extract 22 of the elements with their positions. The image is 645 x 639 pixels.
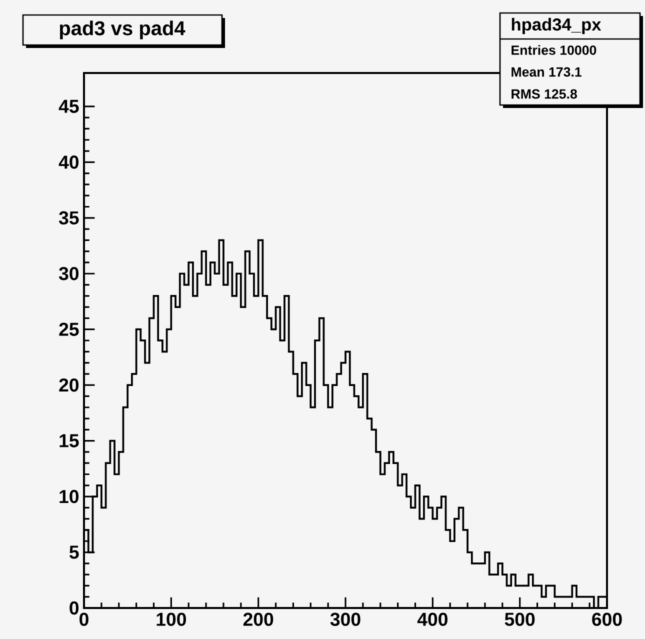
y-tick-label: 15: [60, 434, 79, 448]
text: hpad34_px: [512, 18, 602, 34]
y-tick-label: 10: [60, 490, 79, 504]
annotation: Mean 173.1: [512, 67, 582, 77]
y-tick-label: 30: [58, 266, 79, 280]
y-tick-label: 0: [70, 601, 79, 615]
x-tick-label: 400: [417, 612, 448, 626]
text: Entries 10000: [512, 45, 596, 55]
chart-title: pad3 vs pad4: [60, 20, 186, 40]
x-tick-label: 0: [80, 612, 88, 626]
y-tick-label: 20: [59, 378, 79, 392]
y-tick-label: 35: [58, 211, 79, 225]
y-tick-label: 5: [69, 546, 79, 559]
x-tick-label: 600: [592, 612, 622, 626]
y-tick-label: 40: [58, 156, 79, 169]
x-tick-label: 500: [504, 612, 535, 626]
x-tick-label: 300: [330, 612, 360, 626]
annotation: RMS 125.8: [512, 89, 577, 99]
x-tick-label: 100: [156, 612, 186, 626]
y-tick-label: 25: [59, 322, 79, 336]
y-tick-label: 45: [58, 100, 79, 113]
x-tick-label: 200: [243, 612, 274, 626]
